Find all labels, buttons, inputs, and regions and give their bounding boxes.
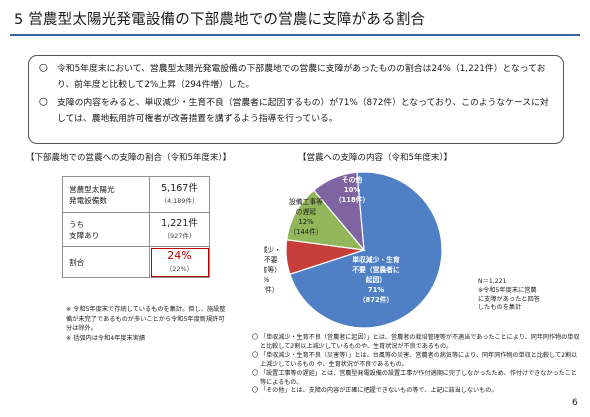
definition-text: 「その他」とは、支障の内容が正確に把握できないもの等で、上記に該当しないもの。 bbox=[260, 387, 498, 395]
ratio-highlight-cell: 24% （22%） bbox=[149, 246, 210, 278]
pie-note-line: に支障があったと回答 bbox=[478, 295, 540, 303]
obstacle-ratio-table: 営農型太陽光 発電設備数 5,167件 （4,189件） うち 支障あり 1,221件… bbox=[62, 176, 210, 278]
table-cell-value: 1,221件 （927件） bbox=[149, 212, 210, 247]
page-title: 5 営農型太陽光発電設備の下部農地での営農に支障がある割合 bbox=[14, 12, 426, 28]
bullet-icon: 〇 bbox=[252, 334, 259, 341]
definition-item: 〇「設置工事等の遅延」とは、営農型発電設備の設置工事が作付適期に完了しなかったた… bbox=[252, 370, 582, 388]
page-number: 6 bbox=[572, 398, 578, 408]
table-notes: ※ 令和5年度末で存続しているものを集計。但し、施設整備が未完了であるものが多い… bbox=[66, 305, 226, 343]
bullet-icon: 〇 bbox=[39, 98, 48, 108]
definition-item: 〇「単収減少・生育不良（災害等）」とは、台風等の災害、営農者の病気等により、同年… bbox=[252, 352, 582, 370]
definition-text: 「設置工事等の遅延」とは、営農型発電設備の設置工事が作付適期に完了しなかったため… bbox=[260, 369, 577, 386]
pie-slice-other bbox=[313, 171, 365, 252]
table-note: ※ 令和5年度末で存続しているものを集計。但し、施設整備が未完了であるものが多い… bbox=[66, 306, 226, 332]
definition-item: 〇「その他」とは、支障の内容が正確に把握できないもの等で、上記に該当しないもの。 bbox=[252, 387, 582, 396]
table-cell-value: 5,167件 （4,189件） bbox=[149, 176, 210, 213]
summary-box: 〇 令和5年度末において、営農型太陽光発電設備の下部農地での営農に支障があったも… bbox=[28, 55, 564, 144]
pie-label-delay: 設備工事等の遅延 12%（144件） bbox=[289, 197, 323, 236]
definitions-list: 〇「単収減少・生育不良（営農者に起因）」とは、営農者の栽培管理等が不適当であった… bbox=[252, 334, 582, 396]
pie-note-line: したものを集計 bbox=[478, 304, 522, 312]
bullet-icon: 〇 bbox=[252, 351, 259, 359]
definition-item: 〇「単収減少・生育不良（営農者に起因）」とは、営農者の栽培管理等が不適当であった… bbox=[252, 334, 582, 352]
table-note: ※ 括弧内は令和4年度末実績 bbox=[66, 334, 146, 342]
summary-item: 〇 支障の内容をみると、単収減少・生育不良（営農者に起因するもの）が71%（87… bbox=[39, 96, 555, 127]
summary-item: 〇 令和5年度末において、営農型太陽光発電設備の下部農地での営農に支障があったも… bbox=[39, 62, 555, 93]
bullet-icon: 〇 bbox=[252, 369, 259, 377]
table-row-label: 営農型太陽光 発電設備数 bbox=[62, 176, 150, 213]
bullet-icon: 〇 bbox=[39, 64, 48, 74]
title-divider bbox=[10, 34, 580, 36]
table-row: 営農型太陽光 発電設備数 5,167件 （4,189件） bbox=[62, 176, 210, 213]
pie-label-yield: 単収減少・生育不要（営農者に起因） 71%（872件） bbox=[352, 255, 400, 304]
pie-label-other: その他 10%（118件） bbox=[335, 175, 370, 204]
bullet-icon: 〇 bbox=[252, 387, 259, 395]
table-row-label: 割合 bbox=[62, 246, 150, 278]
definition-text: 「単収減少・生育不良（営農者に起因）」とは、営農者の栽培管理等が不適当であったこ… bbox=[260, 334, 580, 350]
table-caption: 【下部農地での営農への支障の割合（令和5年度末）】 bbox=[26, 153, 232, 163]
obstacle-pie-chart: 単収減少・生育不要（営農者に起因）71%（872件） 単収減少・生育不要（災害等）… bbox=[264, 171, 443, 329]
table-row-label: うち 支障あり bbox=[62, 212, 150, 247]
pie-note: N＝1,221 ※令和5年度末に営農 に支障があったと回答 したものを集計 bbox=[478, 278, 578, 313]
definition-text: 「単収減少・生育不良（災害等）」とは、台風等の災害、営農者の病気等により、同年同… bbox=[260, 351, 578, 368]
table-row: 割合 24% （22%） bbox=[62, 246, 210, 278]
table-row: うち 支障あり 1,221件 （927件） bbox=[62, 212, 210, 247]
pie-caption: 【営農への支障の内容（令和5年度末）】 bbox=[298, 153, 453, 163]
summary-text: 支障の内容をみると、単収減少・生育不良（営農者に起因するもの）が71%（872件… bbox=[57, 98, 549, 124]
pie-slice-yield bbox=[289, 171, 443, 329]
pie-note-line: ※令和5年度末に営農 bbox=[478, 286, 537, 294]
pie-note-line: N＝1,221 bbox=[478, 278, 507, 285]
pie-label-disaster: 単収減少・生育不要（災害等）7%（87件） bbox=[264, 245, 281, 294]
summary-text: 令和5年度末において、営農型太陽光発電設備の下部農地での営農に支障があったものの… bbox=[57, 64, 546, 90]
